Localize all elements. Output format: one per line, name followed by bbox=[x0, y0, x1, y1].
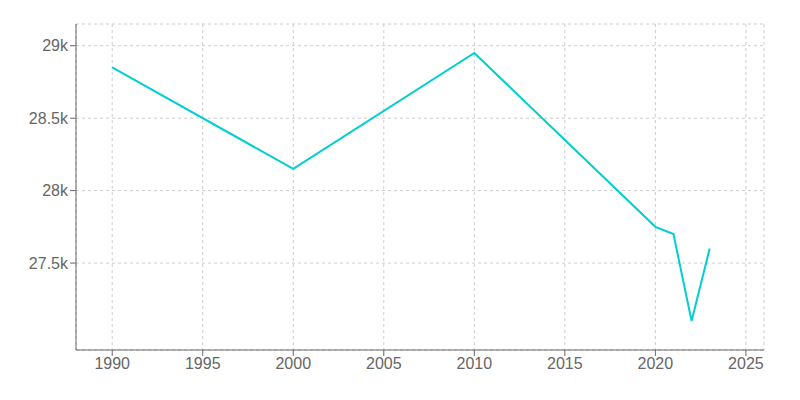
svg-text:2020: 2020 bbox=[638, 355, 674, 372]
svg-text:2000: 2000 bbox=[275, 355, 311, 372]
svg-text:2015: 2015 bbox=[547, 355, 583, 372]
svg-text:28k: 28k bbox=[42, 182, 69, 199]
svg-text:28.5k: 28.5k bbox=[29, 110, 69, 127]
svg-text:1990: 1990 bbox=[94, 355, 130, 372]
svg-text:2010: 2010 bbox=[457, 355, 493, 372]
svg-text:29k: 29k bbox=[42, 37, 69, 54]
svg-text:27.5k: 27.5k bbox=[29, 255, 69, 272]
svg-text:2025: 2025 bbox=[728, 355, 764, 372]
svg-text:1995: 1995 bbox=[185, 355, 221, 372]
svg-text:2005: 2005 bbox=[366, 355, 402, 372]
